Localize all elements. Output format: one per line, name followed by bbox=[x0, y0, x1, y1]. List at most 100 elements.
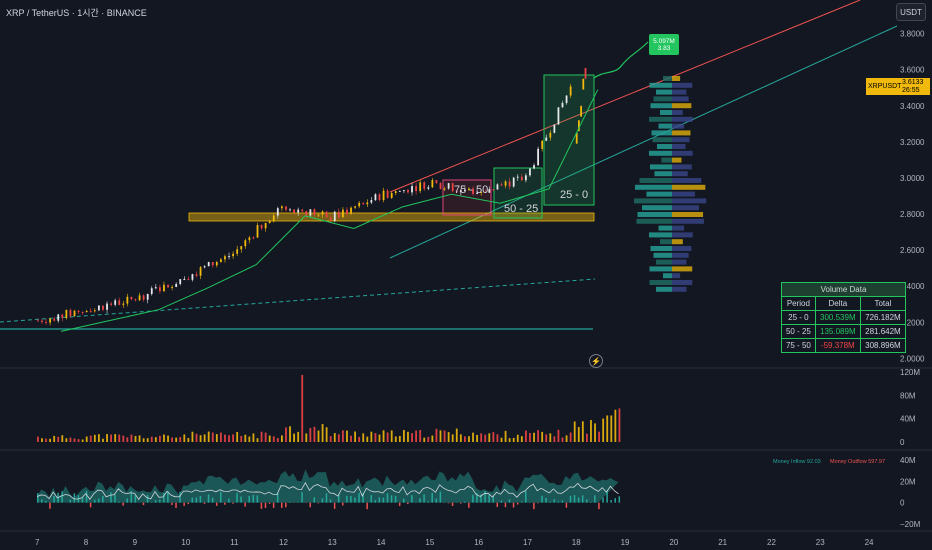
moneyflow-bar bbox=[569, 495, 572, 503]
candle-body bbox=[370, 200, 373, 203]
moneyflow-bar bbox=[350, 495, 352, 503]
volume-bar bbox=[557, 429, 560, 442]
candle-body bbox=[553, 124, 556, 133]
candle-body bbox=[431, 180, 434, 188]
candle-body bbox=[342, 209, 344, 218]
candle-body bbox=[199, 267, 202, 276]
candle-body bbox=[89, 311, 92, 313]
candle-body bbox=[415, 186, 417, 192]
moneyflow-bar bbox=[586, 499, 588, 503]
candle-body bbox=[382, 190, 385, 201]
candle-body bbox=[512, 177, 515, 187]
candle-body bbox=[488, 189, 491, 193]
moneyflow-bar bbox=[610, 500, 612, 503]
candle-body bbox=[106, 303, 108, 310]
moneyflow-bar bbox=[549, 501, 551, 503]
volume-profile-bar bbox=[672, 130, 691, 136]
candle-body bbox=[281, 206, 283, 209]
candle-body bbox=[138, 295, 141, 301]
moneyflow-bar bbox=[382, 497, 385, 503]
candle-body bbox=[167, 284, 169, 288]
moneyflow-bar bbox=[37, 493, 39, 503]
volume-profile-bar bbox=[656, 89, 672, 95]
volume-bar bbox=[577, 427, 580, 442]
volume-bar bbox=[309, 427, 312, 442]
volume-profile-bar bbox=[656, 286, 672, 292]
volume-bar bbox=[276, 438, 279, 442]
candle-body bbox=[207, 262, 210, 267]
candle-body bbox=[85, 311, 88, 313]
col-delta: Delta bbox=[814, 296, 861, 311]
volume-bar bbox=[207, 431, 210, 442]
volume-bar bbox=[45, 438, 47, 442]
moneyflow-bar bbox=[240, 496, 242, 503]
volume-bar bbox=[549, 433, 552, 442]
candle-body bbox=[464, 190, 466, 192]
volume-profile-bar bbox=[672, 232, 693, 238]
volume-bar bbox=[569, 432, 572, 442]
candle-body bbox=[561, 102, 564, 108]
candle-body bbox=[203, 266, 206, 268]
volume-bar bbox=[146, 438, 149, 442]
volume-bar bbox=[431, 435, 434, 442]
volume-bar bbox=[49, 438, 51, 442]
candle-body bbox=[232, 253, 234, 257]
volume-profile-bar bbox=[660, 110, 672, 115]
volume-bar bbox=[354, 431, 356, 442]
row-delta: 300.539M bbox=[814, 310, 861, 325]
moneyflow-bar bbox=[81, 497, 84, 503]
volume-bar bbox=[553, 436, 556, 442]
candle-body bbox=[37, 320, 39, 322]
volume-profile-bar bbox=[637, 212, 672, 217]
candle-body bbox=[582, 78, 585, 90]
volume-bar bbox=[443, 430, 446, 442]
candle-body bbox=[549, 132, 552, 138]
moneyflow-bar bbox=[179, 491, 181, 503]
candle-body bbox=[187, 279, 190, 281]
lightning-icon[interactable]: ⚡ bbox=[589, 354, 603, 368]
candle-body bbox=[293, 209, 295, 213]
volume-bar bbox=[537, 430, 539, 442]
candle-body bbox=[578, 120, 580, 132]
candle-body bbox=[224, 256, 226, 260]
candle-body bbox=[93, 310, 96, 312]
volume-profile-bar bbox=[661, 157, 672, 163]
volume-bar bbox=[272, 436, 275, 442]
volume-bar bbox=[134, 436, 137, 442]
volume-bar bbox=[159, 435, 161, 442]
candle-body bbox=[557, 107, 560, 125]
volume-bar bbox=[504, 430, 507, 442]
moneyflow-bar bbox=[102, 495, 104, 503]
volume-bar bbox=[447, 432, 450, 442]
volume-bar bbox=[333, 433, 336, 442]
volume-bar bbox=[407, 431, 409, 442]
symbol-title: XRP / TetherUS · 1시간 · BINANCE bbox=[6, 8, 147, 18]
currency-button[interactable]: USDT bbox=[896, 3, 926, 21]
candle-body bbox=[533, 165, 535, 169]
moneyflow-bar bbox=[126, 498, 128, 503]
volume-profile-bar bbox=[672, 205, 699, 211]
volume-bar bbox=[77, 439, 80, 442]
price-tick-label: 3.8000 bbox=[900, 30, 925, 39]
volume-bar bbox=[520, 436, 523, 442]
candle-body bbox=[398, 190, 401, 192]
volume-bar bbox=[533, 432, 535, 442]
volume-bar bbox=[488, 433, 491, 442]
moneyflow-bar bbox=[354, 497, 356, 503]
volume-profile-bar bbox=[649, 232, 672, 238]
moneyflow-bar bbox=[191, 497, 194, 503]
moneyflow-bar bbox=[49, 502, 51, 509]
volume-bar bbox=[329, 436, 332, 442]
volume-profile-bar bbox=[672, 280, 693, 285]
volume-profile-bar bbox=[652, 137, 672, 143]
volume-bar bbox=[435, 428, 438, 442]
candle-body bbox=[240, 246, 243, 250]
moneyflow-bar bbox=[427, 501, 429, 503]
candle-body bbox=[313, 209, 316, 215]
volume-profile-bar bbox=[639, 178, 672, 183]
price-tick-label: 3.4000 bbox=[900, 102, 925, 111]
candle-body bbox=[439, 183, 442, 190]
volume-bar bbox=[142, 438, 145, 442]
volume-bar bbox=[301, 374, 304, 442]
